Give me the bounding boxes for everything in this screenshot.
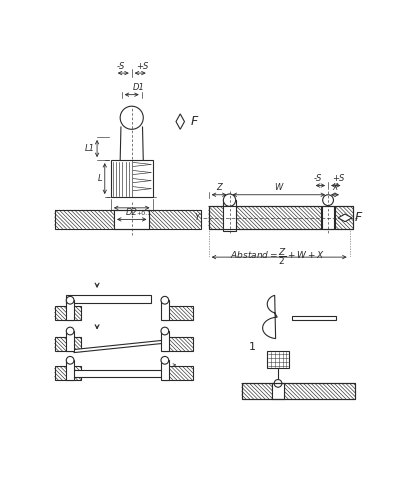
Bar <box>267 351 289 368</box>
Bar <box>223 200 236 231</box>
Circle shape <box>120 106 143 130</box>
Text: Z: Z <box>216 182 221 192</box>
Text: F: F <box>191 115 198 128</box>
Text: D2: D2 <box>126 208 138 217</box>
Bar <box>292 316 336 320</box>
Polygon shape <box>263 296 277 339</box>
Circle shape <box>161 356 169 364</box>
Bar <box>284 384 355 399</box>
Bar <box>209 206 354 230</box>
Bar <box>114 210 150 229</box>
Bar <box>242 384 355 399</box>
Text: +S: +S <box>136 62 149 71</box>
Bar <box>111 160 152 197</box>
Text: L: L <box>98 174 103 183</box>
Bar <box>162 366 194 380</box>
Text: D: D <box>128 210 135 219</box>
Bar <box>162 337 194 351</box>
Circle shape <box>66 296 74 304</box>
Circle shape <box>223 194 236 206</box>
Bar <box>161 360 169 380</box>
Bar <box>73 370 162 377</box>
Bar <box>150 210 201 229</box>
Bar <box>209 206 223 230</box>
Text: +S: +S <box>332 174 344 183</box>
Bar <box>322 206 334 230</box>
Text: -S: -S <box>314 174 322 183</box>
Bar <box>55 366 81 380</box>
Bar <box>55 337 81 351</box>
Bar <box>161 300 169 320</box>
Circle shape <box>66 327 74 335</box>
Bar <box>55 306 81 320</box>
Text: Y: Y <box>194 214 200 222</box>
Text: -S: -S <box>117 62 125 71</box>
Text: $Abstand = \dfrac{Z}{2} + W + X$: $Abstand = \dfrac{Z}{2} + W + X$ <box>231 246 326 267</box>
Bar <box>242 384 272 399</box>
Bar <box>66 331 74 351</box>
Polygon shape <box>74 340 163 352</box>
Bar <box>55 210 114 229</box>
Text: 1: 1 <box>249 342 256 352</box>
Circle shape <box>274 380 282 388</box>
Bar <box>162 306 194 320</box>
Polygon shape <box>338 214 352 222</box>
Circle shape <box>161 327 169 335</box>
Bar <box>237 206 321 230</box>
Bar <box>335 206 354 230</box>
Circle shape <box>66 356 74 364</box>
Text: L1: L1 <box>85 144 95 153</box>
Bar <box>66 360 74 380</box>
Text: F: F <box>354 212 361 224</box>
Circle shape <box>161 296 169 304</box>
Circle shape <box>323 194 334 205</box>
Polygon shape <box>176 114 184 130</box>
Bar <box>272 384 284 399</box>
Bar <box>66 300 74 320</box>
Bar <box>66 295 151 302</box>
Text: D1: D1 <box>133 84 145 92</box>
Bar <box>161 331 169 351</box>
Text: W: W <box>275 182 283 192</box>
Text: X: X <box>332 182 338 192</box>
Text: +0.1: +0.1 <box>136 210 151 216</box>
